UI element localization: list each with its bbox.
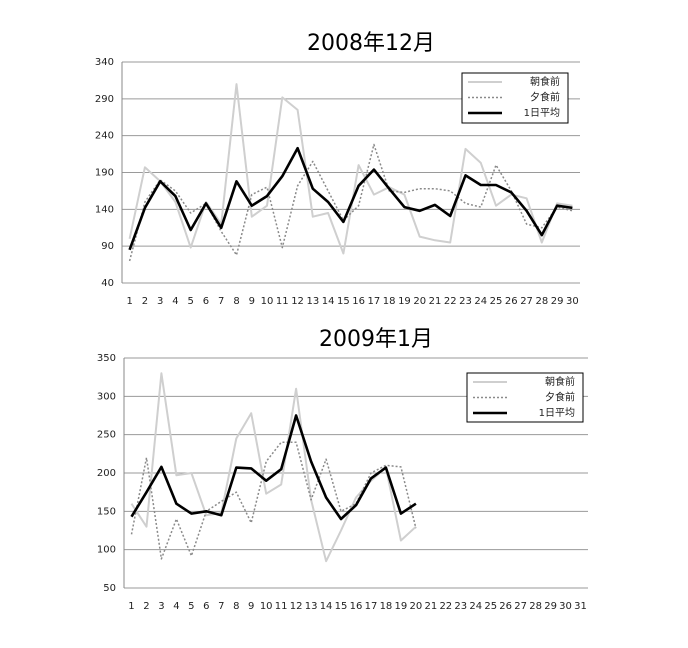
y-tick-label: 190 — [95, 168, 114, 179]
legend-label: 夕食前 — [545, 391, 575, 404]
x-tick-label: 25 — [484, 601, 497, 612]
x-tick-label: 2 — [143, 601, 149, 612]
x-tick-label: 24 — [469, 601, 482, 612]
series-line — [130, 414, 417, 521]
x-tick-label: 22 — [439, 601, 452, 612]
x-tick-label: 11 — [275, 601, 288, 612]
x-tick-label: 5 — [188, 601, 194, 612]
y-tick-label: 200 — [97, 468, 116, 479]
x-tick-label: 29 — [544, 601, 557, 612]
x-tick-label: 31 — [574, 601, 587, 612]
x-tick-label: 12 — [291, 296, 304, 307]
x-tick-label: 24 — [474, 296, 487, 307]
y-tick-label: 250 — [97, 430, 116, 441]
x-tick-label: 12 — [290, 601, 303, 612]
x-tick-label: 13 — [306, 296, 319, 307]
y-tick-label: 340 — [95, 57, 114, 68]
x-tick-label: 9 — [248, 601, 254, 612]
x-tick-label: 15 — [337, 296, 350, 307]
x-tick-label: 28 — [535, 296, 548, 307]
chart-title: 2009年1月 — [319, 327, 433, 352]
x-tick-label: 30 — [566, 296, 579, 307]
legend-box — [461, 72, 569, 124]
x-tick-label: 28 — [529, 601, 542, 612]
y-tick-label: 40 — [101, 278, 114, 289]
x-tick-label: 3 — [157, 296, 163, 307]
legend-label: 1日平均 — [539, 407, 575, 419]
y-tick-label: 150 — [97, 506, 116, 517]
x-tick-label: 6 — [203, 296, 209, 307]
legend-label: 夕食前 — [530, 91, 560, 104]
x-tick-label: 15 — [335, 601, 348, 612]
legend-label: 朝食前 — [545, 375, 575, 388]
x-tick-label: 17 — [365, 601, 378, 612]
x-tick-label: 10 — [260, 601, 273, 612]
x-tick-label: 21 — [429, 296, 442, 307]
x-tick-label: 4 — [172, 296, 178, 307]
x-tick-label: 6 — [203, 601, 209, 612]
x-tick-label: 5 — [188, 296, 194, 307]
x-tick-label: 17 — [368, 296, 381, 307]
x-tick-label: 14 — [320, 601, 333, 612]
x-tick-label: 18 — [383, 296, 396, 307]
x-tick-label: 22 — [444, 296, 457, 307]
x-tick-label: 19 — [398, 296, 411, 307]
y-tick-label: 240 — [95, 131, 114, 142]
x-tick-label: 13 — [305, 601, 318, 612]
x-tick-label: 1 — [128, 601, 134, 612]
x-tick-label: 1 — [126, 296, 132, 307]
series-line — [128, 143, 573, 262]
x-tick-label: 29 — [551, 296, 564, 307]
x-tick-label: 3 — [158, 601, 164, 612]
y-tick-label: 290 — [95, 94, 114, 105]
x-tick-label: 18 — [380, 601, 393, 612]
x-tick-label: 14 — [322, 296, 335, 307]
x-tick-label: 2 — [142, 296, 148, 307]
y-tick-label: 140 — [95, 204, 114, 215]
series-line — [128, 146, 573, 251]
x-tick-label: 30 — [559, 601, 572, 612]
x-tick-label: 16 — [352, 296, 365, 307]
x-tick-label: 20 — [410, 601, 423, 612]
x-tick-label: 7 — [218, 296, 224, 307]
x-tick-label: 16 — [350, 601, 363, 612]
y-tick-label: 100 — [97, 545, 116, 556]
x-tick-label: 10 — [261, 296, 274, 307]
x-tick-label: 4 — [173, 601, 179, 612]
chart-title: 2008年12月 — [307, 31, 435, 56]
y-tick-label: 300 — [97, 391, 116, 402]
x-tick-label: 21 — [424, 601, 437, 612]
legend-label: 1日平均 — [524, 107, 560, 119]
x-tick-label: 23 — [459, 296, 472, 307]
y-tick-label: 350 — [97, 353, 116, 364]
x-tick-label: 26 — [499, 601, 512, 612]
x-tick-label: 8 — [233, 296, 239, 307]
x-tick-label: 20 — [413, 296, 426, 307]
series-line — [130, 441, 417, 560]
x-tick-label: 19 — [395, 601, 408, 612]
x-tick-label: 27 — [520, 296, 533, 307]
x-tick-label: 9 — [249, 296, 255, 307]
x-tick-label: 7 — [218, 601, 224, 612]
y-tick-label: 90 — [101, 241, 114, 252]
x-tick-label: 23 — [454, 601, 467, 612]
legend-label: 朝食前 — [530, 75, 560, 88]
x-tick-label: 27 — [514, 601, 527, 612]
x-tick-label: 25 — [490, 296, 503, 307]
x-tick-label: 11 — [276, 296, 289, 307]
y-tick-label: 50 — [103, 583, 116, 594]
x-tick-label: 8 — [233, 601, 239, 612]
x-tick-label: 26 — [505, 296, 518, 307]
series-line — [130, 372, 417, 563]
